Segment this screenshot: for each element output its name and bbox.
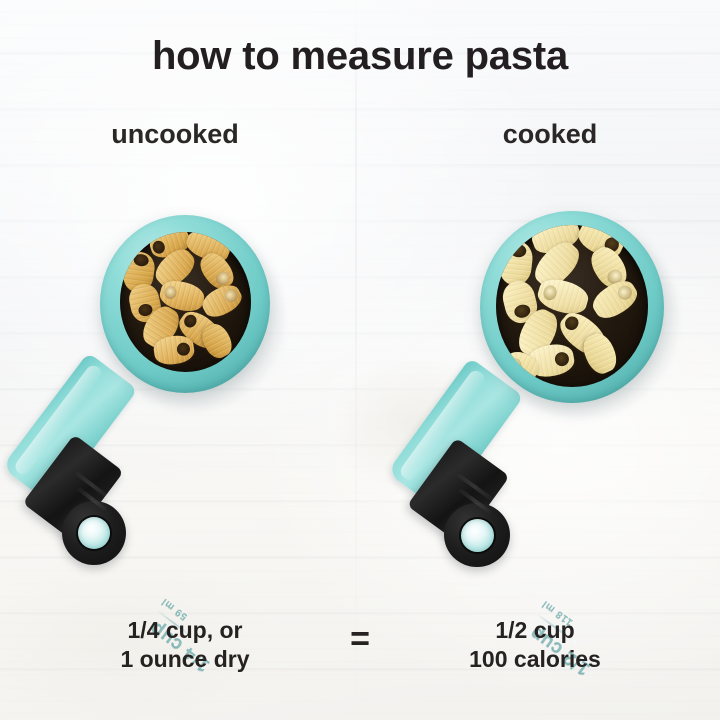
caption-cooked-line1: 1/2 cup [495, 617, 575, 643]
equals-symbol: = [350, 620, 370, 658]
caption-uncooked: 1/4 cup, or 1 ounce dry [40, 616, 330, 673]
cup-bowl-interior [120, 232, 251, 372]
pasta-piece [587, 275, 643, 324]
caption-cooked: 1/2 cup 100 calories [390, 616, 680, 673]
caption-cooked-line2: 100 calories [469, 645, 601, 672]
column-label-cooked: cooked [502, 119, 598, 149]
caption-uncooked-line2: 1 ounce dry [120, 645, 250, 672]
cup-bowl-interior [496, 225, 648, 387]
caption-uncooked-line1: 1/4 cup, or [127, 617, 243, 643]
measuring-cup-half: 118 ml 1/2 cup [386, 205, 720, 679]
pasta-piece [198, 280, 246, 322]
page-title: how to measure pasta [151, 34, 569, 78]
plank-seam-vertical [355, 0, 357, 720]
pasta-piece [497, 239, 535, 287]
cup-hanging-hole [78, 517, 110, 549]
cup-hanging-hole [461, 519, 494, 552]
column-label-uncooked: uncooked [111, 119, 239, 149]
measuring-cup-quarter: 59 ml 1/4 cup [1, 205, 348, 676]
